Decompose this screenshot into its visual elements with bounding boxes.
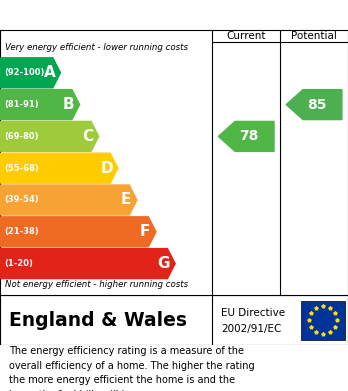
- Text: (92-100): (92-100): [4, 68, 45, 77]
- Text: (1-20): (1-20): [4, 259, 33, 268]
- Text: Not energy efficient - higher running costs: Not energy efficient - higher running co…: [5, 280, 188, 289]
- Text: The energy efficiency rating is a measure of the
overall efficiency of a home. T: The energy efficiency rating is a measur…: [9, 346, 254, 391]
- Polygon shape: [1, 217, 156, 247]
- Text: 85: 85: [307, 98, 326, 111]
- Text: England & Wales: England & Wales: [9, 310, 187, 330]
- Polygon shape: [1, 185, 137, 215]
- Text: C: C: [82, 129, 93, 144]
- FancyBboxPatch shape: [301, 301, 345, 339]
- Polygon shape: [1, 122, 99, 151]
- Polygon shape: [219, 122, 274, 151]
- Text: F: F: [140, 224, 150, 239]
- Text: Current: Current: [227, 31, 266, 41]
- Text: (69-80): (69-80): [4, 132, 39, 141]
- Text: (55-68): (55-68): [4, 164, 39, 173]
- Text: (21-38): (21-38): [4, 227, 39, 236]
- Text: (81-91): (81-91): [4, 100, 39, 109]
- Text: D: D: [100, 161, 113, 176]
- Text: (39-54): (39-54): [4, 196, 39, 204]
- Text: 2002/91/EC: 2002/91/EC: [221, 324, 281, 334]
- Text: E: E: [121, 192, 131, 208]
- Text: B: B: [63, 97, 74, 112]
- Text: G: G: [158, 256, 170, 271]
- Text: 78: 78: [239, 129, 259, 143]
- Polygon shape: [286, 90, 342, 120]
- Text: A: A: [44, 65, 55, 80]
- Text: Very energy efficient - lower running costs: Very energy efficient - lower running co…: [5, 43, 188, 52]
- Text: Energy Efficiency Rating: Energy Efficiency Rating: [9, 7, 219, 23]
- Text: Potential: Potential: [291, 31, 337, 41]
- Polygon shape: [1, 58, 61, 88]
- Polygon shape: [1, 249, 175, 278]
- Polygon shape: [1, 153, 118, 183]
- Text: EU Directive: EU Directive: [221, 307, 285, 317]
- Polygon shape: [1, 90, 80, 120]
